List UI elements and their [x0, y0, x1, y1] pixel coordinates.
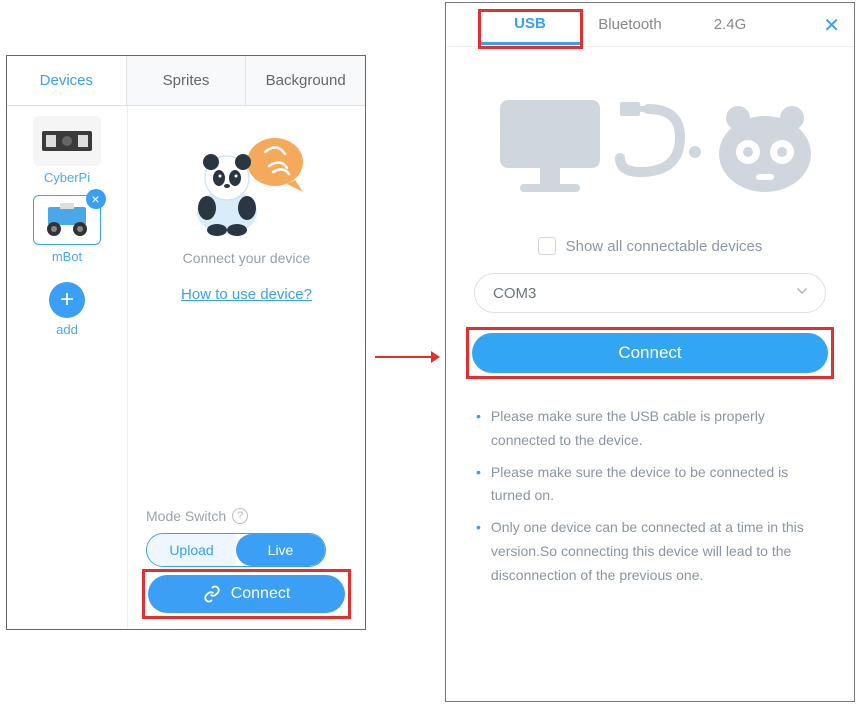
- connect-button[interactable]: Connect: [472, 333, 828, 373]
- notes-list: •Please make sure the USB cable is prope…: [476, 405, 824, 588]
- port-value: COM3: [493, 285, 536, 302]
- note-text: Only one device can be connected at a ti…: [491, 516, 824, 587]
- device-thumb: [33, 116, 101, 166]
- device-item-add[interactable]: + add: [25, 274, 110, 337]
- mode-option-live[interactable]: Live: [236, 534, 325, 566]
- device-item-mbot[interactable]: × mBot: [25, 195, 110, 264]
- note-item: •Please make sure the USB cable is prope…: [476, 405, 824, 453]
- show-all-label: Show all connectable devices: [566, 238, 763, 255]
- connection-dialog: USB Bluetooth 2.4G ✕: [445, 2, 855, 702]
- conn-tab-bluetooth[interactable]: Bluetooth: [580, 6, 680, 43]
- help-icon[interactable]: ?: [232, 508, 248, 524]
- bullet-icon: •: [476, 516, 481, 587]
- arrow-icon: [375, 350, 440, 364]
- note-item: •Only one device can be connected at a t…: [476, 516, 824, 587]
- note-text: Please make sure the device to be connec…: [491, 461, 824, 509]
- device-list: CyberPi × mBot + add: [7, 106, 127, 629]
- device-detail: Connect your device How to use device? M…: [127, 106, 365, 629]
- note-text: Please make sure the USB cable is proper…: [491, 405, 824, 453]
- link-icon: [203, 585, 221, 603]
- device-label: add: [56, 322, 78, 337]
- mode-option-upload[interactable]: Upload: [147, 534, 236, 566]
- mode-switch-row: Mode Switch ?: [146, 508, 347, 524]
- close-icon[interactable]: ✕: [823, 13, 840, 38]
- connect-label: Connect: [231, 585, 291, 603]
- mode-switch-label: Mode Switch: [146, 508, 226, 524]
- close-icon[interactable]: ×: [86, 189, 106, 209]
- connection-tabs: USB Bluetooth 2.4G ✕: [446, 3, 854, 47]
- howto-link[interactable]: How to use device?: [181, 286, 312, 303]
- connect-label: Connect: [618, 343, 681, 363]
- highlight-box: Connect: [466, 327, 834, 379]
- bullet-icon: •: [476, 461, 481, 509]
- show-all-checkbox[interactable]: [538, 237, 556, 255]
- panda-illustration: [177, 122, 317, 242]
- conn-tab-usb[interactable]: USB: [480, 5, 580, 45]
- conn-tab-24g[interactable]: 2.4G: [680, 6, 780, 43]
- highlight-box: Connect: [142, 569, 351, 619]
- connect-button[interactable]: Connect: [148, 575, 345, 613]
- connect-prompt: Connect your device: [183, 250, 311, 266]
- port-select[interactable]: COM3: [474, 273, 826, 313]
- devices-panel: Devices Sprites Background CyberPi × mBo…: [6, 55, 366, 630]
- mode-switch[interactable]: Upload Live: [146, 533, 326, 567]
- panel-tabs: Devices Sprites Background: [7, 56, 365, 106]
- connection-illustration: [446, 67, 854, 227]
- note-item: •Please make sure the device to be conne…: [476, 461, 824, 509]
- tab-devices[interactable]: Devices: [7, 56, 127, 105]
- show-all-row: Show all connectable devices: [446, 237, 854, 255]
- device-label: CyberPi: [44, 170, 90, 185]
- plus-icon: +: [49, 282, 85, 318]
- tab-sprites[interactable]: Sprites: [127, 56, 247, 105]
- device-item-cyberpi[interactable]: CyberPi: [25, 116, 110, 185]
- tab-background[interactable]: Background: [246, 56, 365, 105]
- chevron-down-icon: [795, 284, 809, 302]
- bullet-icon: •: [476, 405, 481, 453]
- device-label: mBot: [52, 249, 82, 264]
